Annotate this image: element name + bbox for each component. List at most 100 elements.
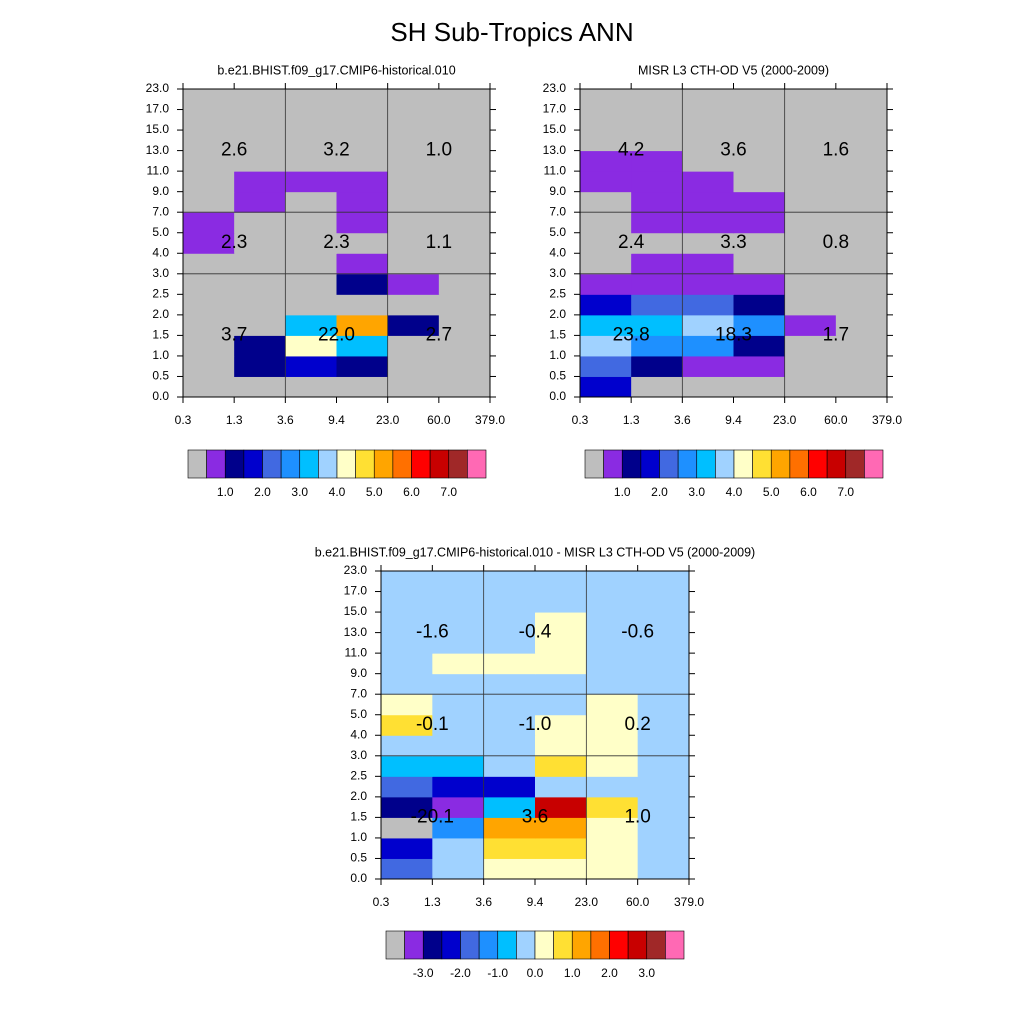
- cell: [637, 673, 690, 695]
- cell: [535, 714, 587, 736]
- cell: [285, 89, 337, 111]
- cell: [432, 837, 485, 859]
- cell: [835, 294, 888, 316]
- x-tick-label: 9.4: [725, 413, 742, 427]
- cell: [285, 212, 337, 234]
- cell: [285, 273, 337, 295]
- cell: [637, 735, 690, 757]
- cell: [183, 376, 235, 398]
- cell: [432, 755, 485, 777]
- group-total: 1.6: [823, 140, 849, 161]
- cell: [336, 355, 389, 377]
- group-total: 23.8: [613, 324, 650, 345]
- colorbar-box: [280, 449, 301, 479]
- panel-title: b.e21.BHIST.f09_g17.CMIP6-historical.010…: [315, 545, 755, 559]
- cell: [234, 171, 286, 193]
- cell: [580, 355, 632, 377]
- colorbar-box: [441, 930, 461, 960]
- cell: [835, 253, 888, 275]
- cell: [784, 109, 837, 131]
- cell: [483, 653, 536, 675]
- cell: [432, 673, 485, 695]
- cell: [586, 591, 639, 613]
- colorbar-label: 5.0: [763, 485, 780, 499]
- cell: [784, 376, 837, 398]
- y-tick-label: 9.0: [549, 184, 566, 198]
- group-total: 1.0: [426, 140, 452, 161]
- cell: [535, 694, 587, 716]
- cell: [586, 612, 639, 634]
- x-tick-label: 23.0: [575, 895, 599, 909]
- cell: [432, 735, 485, 757]
- cell: [682, 171, 734, 193]
- cell: [535, 817, 587, 839]
- cell: [682, 130, 734, 152]
- cell: [535, 776, 587, 798]
- cell: [234, 130, 286, 152]
- colorbar-label: 1.0: [614, 485, 631, 499]
- cell: [535, 673, 587, 695]
- cell: [234, 355, 286, 377]
- cell: [438, 109, 491, 131]
- cell: [381, 776, 433, 798]
- group-total: 0.8: [823, 232, 849, 253]
- colorbar-box: [318, 449, 338, 479]
- cell: [835, 150, 888, 172]
- y-tick-label: 9.0: [152, 184, 169, 198]
- group-total: 2.4: [618, 232, 645, 253]
- figure-title: SH Sub-Tropics ANN: [390, 17, 633, 47]
- colorbar-label: 7.0: [440, 485, 457, 499]
- colorbar-box: [603, 449, 623, 479]
- y-tick-label: 1.5: [152, 328, 169, 342]
- y-tick-label: 0.0: [350, 871, 367, 885]
- panel-title: MISR L3 CTH-OD V5 (2000-2009): [638, 63, 829, 77]
- cell: [183, 130, 235, 152]
- cell: [234, 294, 286, 316]
- x-tick-label: 3.6: [475, 895, 492, 909]
- y-tick-label: 2.5: [549, 287, 566, 301]
- cell: [733, 212, 786, 234]
- colorbar-label: 2.0: [651, 485, 668, 499]
- group-total: 3.6: [720, 140, 746, 161]
- cell: [234, 89, 286, 111]
- group-total: -0.1: [416, 714, 449, 735]
- y-tick-label: 1.0: [152, 348, 169, 362]
- cell: [586, 632, 639, 654]
- x-tick-label: 3.6: [674, 413, 691, 427]
- y-tick-label: 0.5: [549, 369, 566, 383]
- cell: [784, 150, 837, 172]
- colorbar-box: [609, 930, 629, 960]
- colorbar-label: 1.0: [217, 485, 234, 499]
- cell: [483, 837, 536, 859]
- cell: [432, 591, 485, 613]
- cell: [835, 355, 888, 377]
- cell: [387, 171, 440, 193]
- cell: [438, 171, 491, 193]
- y-tick-label: 13.0: [543, 143, 567, 157]
- colorbar-label: 3.0: [638, 966, 655, 980]
- y-tick-label: 4.0: [549, 245, 566, 259]
- y-tick-label: 5.0: [549, 225, 566, 239]
- colorbar-box: [696, 449, 716, 479]
- colorbar-box: [262, 449, 282, 479]
- cell: [835, 314, 888, 336]
- cell: [234, 212, 286, 234]
- colorbar-box: [422, 930, 443, 960]
- cell: [586, 755, 639, 777]
- cell: [535, 858, 587, 880]
- cell: [733, 376, 786, 398]
- colorbar-box: [553, 930, 573, 960]
- y-tick-label: 23.0: [543, 81, 567, 95]
- colorbar-box: [373, 449, 394, 479]
- x-tick-label: 3.6: [277, 413, 294, 427]
- cell: [438, 376, 491, 398]
- colorbar-box: [584, 449, 604, 479]
- colorbar-box: [448, 449, 468, 479]
- colorbar-label: 5.0: [366, 485, 383, 499]
- x-tick-label: 379.0: [674, 895, 704, 909]
- cell: [631, 109, 683, 131]
- colorbar-label: 2.0: [254, 485, 271, 499]
- y-tick-label: 1.5: [350, 810, 367, 824]
- cell: [586, 694, 639, 716]
- x-tick-label: 0.3: [373, 895, 390, 909]
